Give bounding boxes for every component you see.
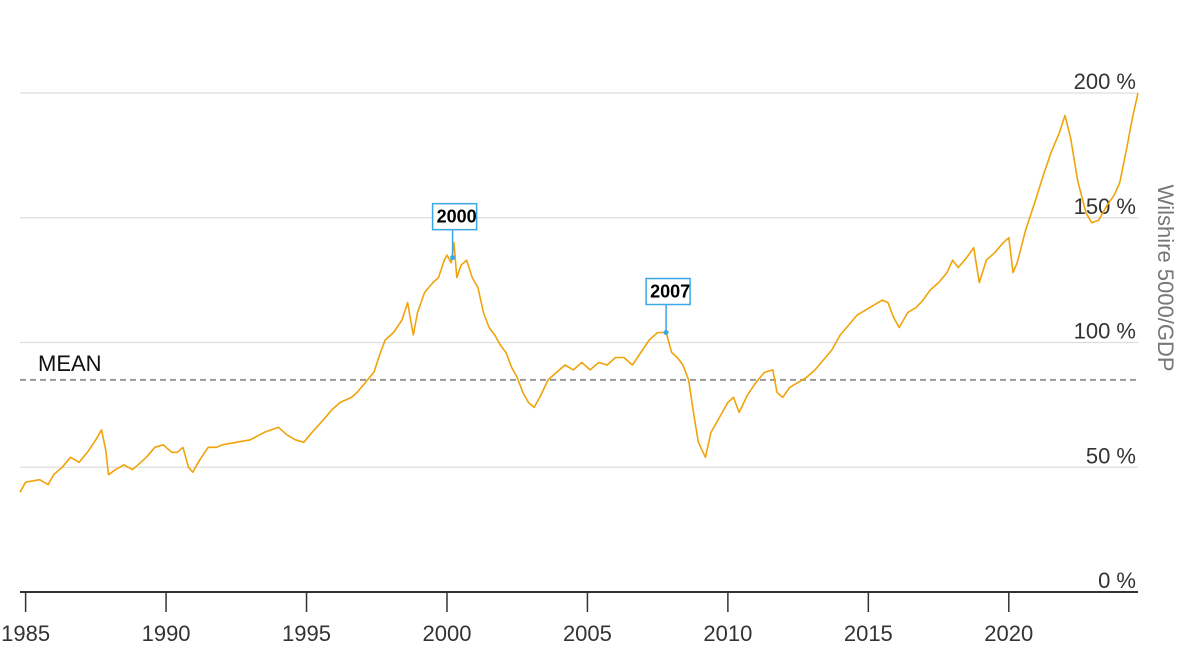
flags: 2000 2007: [431, 202, 691, 336]
y-tick-label: 50 %: [1086, 443, 1136, 468]
series-group: [19, 92, 1139, 493]
flag-point: [663, 330, 669, 336]
x-tick-label: 2020: [984, 621, 1033, 646]
x-axis: 1985 1990 1995 2000 2005 2010 2015 2020: [1, 591, 1138, 646]
x-tick-label: 2015: [844, 621, 893, 646]
mean-label: MEAN: [38, 351, 102, 376]
y-axis-title: Wilshire 5000/GDP: [1153, 184, 1178, 371]
flag-box: [431, 202, 478, 231]
y-tick-label: 150 %: [1074, 194, 1136, 219]
flag-label: 2007: [650, 282, 690, 302]
gridlines: [20, 92, 1138, 468]
x-tick-label: 2010: [703, 621, 752, 646]
flag-label: 2000: [437, 207, 477, 227]
flag-2007: 2007: [645, 277, 691, 336]
x-tick-label: 2000: [422, 621, 471, 646]
x-tick-label: 1995: [282, 621, 331, 646]
y-tick-label: 100 %: [1074, 319, 1136, 344]
series-line: [19, 92, 1139, 493]
flag-2000: 2000: [431, 202, 478, 261]
x-tick-label: 2005: [563, 621, 612, 646]
flag-box: [645, 277, 691, 306]
flag-point: [450, 255, 456, 261]
y-tick-label: 200 %: [1074, 69, 1136, 94]
mean-line-group: MEAN: [20, 351, 1138, 381]
x-tick-label: 1990: [142, 621, 191, 646]
x-tick-label: 1985: [1, 621, 50, 646]
y-tick-label: 0 %: [1098, 568, 1136, 593]
